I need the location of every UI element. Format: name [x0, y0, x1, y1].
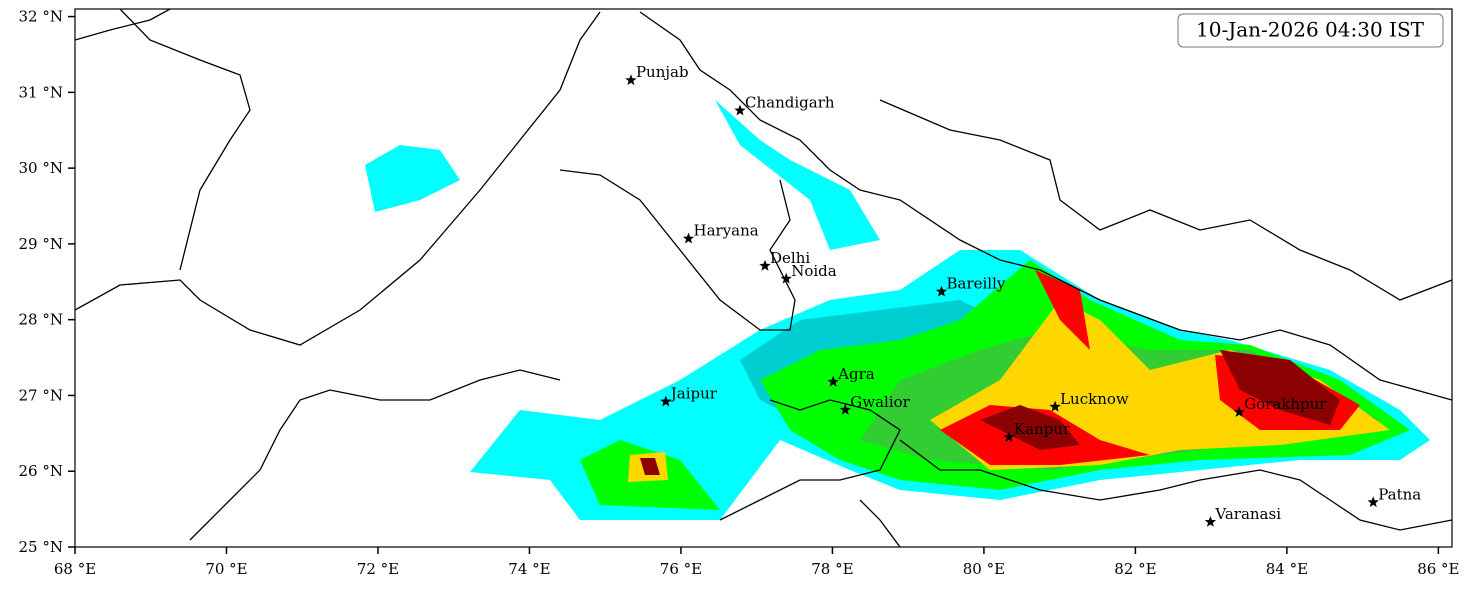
city-marker [1049, 400, 1061, 412]
timestamp-box [1177, 13, 1444, 48]
city-marker [734, 104, 746, 116]
frame [74, 8, 1453, 548]
city-label: Agra [837, 365, 875, 383]
city-label: Delhi [770, 249, 810, 267]
y-tick-label: 31 °N [19, 83, 63, 101]
city-label: Noida [791, 262, 837, 280]
x-tick-label: 76 °E [660, 560, 702, 578]
y-tick-label: 32 °N [19, 8, 63, 26]
city-label: Gwalior [850, 393, 910, 411]
city-label: Chandigarh [745, 94, 835, 112]
city-marker [660, 395, 672, 407]
city-marker [827, 375, 839, 387]
city-marker [1233, 406, 1245, 417]
x-tick-label: 68 °E [54, 560, 96, 578]
rain-field [365, 100, 1430, 520]
city-marker [759, 259, 771, 271]
y-tick-label: 26 °N [19, 462, 63, 480]
city-marker [1003, 431, 1015, 442]
borders [75, 9, 1452, 547]
x-tick-label: 70 °E [205, 560, 247, 578]
x-tick-label: 84 °E [1266, 560, 1308, 578]
city-marker [839, 403, 851, 415]
y-tick-label: 28 °N [19, 311, 63, 329]
city-label: Haryana [694, 222, 759, 240]
x-tick-label: 72 °E [357, 560, 399, 578]
city-marker [1204, 516, 1217, 527]
x-tick-label: 78 °E [811, 560, 853, 578]
city-label: Jaipur [669, 385, 718, 403]
city-label: Bareilly [946, 275, 1005, 293]
city-marker [1367, 496, 1379, 508]
city-marker [682, 232, 695, 244]
city-label: Lucknow [1060, 390, 1129, 408]
y-tick-label: 29 °N [19, 235, 63, 253]
y-tick-label: 30 °N [19, 159, 63, 177]
city-label: Kanpur [1014, 420, 1071, 438]
y-tick-label: 25 °N [19, 538, 63, 556]
city-label: Punjab [636, 63, 689, 81]
city-label: Gorakhpur [1244, 395, 1327, 413]
city-label: Varanasi [1214, 505, 1281, 523]
timestamp: 10-Jan-2026 04:30 IST [1196, 18, 1425, 42]
x-tick-label: 80 °E [963, 560, 1005, 578]
city-marker [780, 272, 792, 284]
city-marker [625, 74, 637, 86]
x-tick-label: 82 °E [1114, 560, 1156, 578]
x-tick-label: 74 °E [508, 560, 550, 578]
x-tick-label: 86 °E [1417, 560, 1459, 578]
city-marker [935, 285, 948, 297]
city-label: Patna [1378, 485, 1421, 503]
y-tick-label: 27 °N [19, 386, 63, 404]
